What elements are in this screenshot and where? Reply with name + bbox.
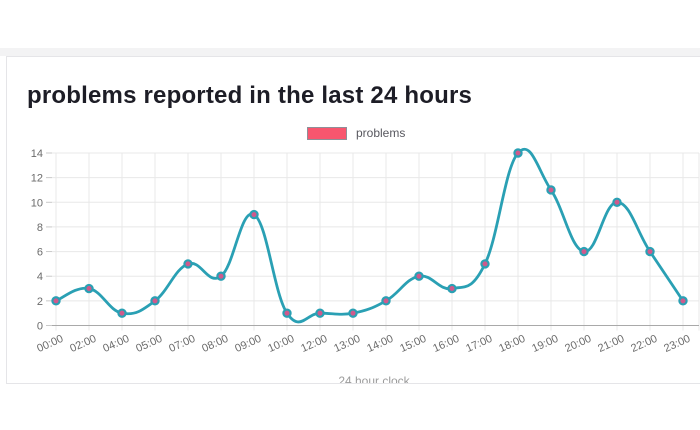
y-tick-label: 4 — [37, 271, 43, 283]
data-point[interactable] — [381, 296, 391, 306]
data-point[interactable] — [282, 308, 292, 318]
x-tick-label: 05:00 — [134, 333, 164, 355]
y-tick-label: 8 — [37, 222, 43, 234]
y-tick-label: 10 — [31, 197, 43, 209]
x-tick-label: 12:00 — [299, 333, 329, 355]
chart-card: problems reported in the last 24 hours p… — [6, 56, 700, 384]
y-tick-label: 2 — [37, 296, 43, 308]
x-tick-label: 22:00 — [629, 333, 659, 355]
data-point[interactable] — [183, 259, 193, 269]
x-tick-label: 09:00 — [233, 333, 263, 355]
x-tick-label: 08:00 — [200, 333, 230, 355]
data-point[interactable] — [348, 308, 358, 318]
problems-line — [54, 148, 685, 324]
x-tick-label: 19:00 — [530, 333, 560, 355]
x-tick-label: 21:00 — [596, 333, 626, 355]
x-tick-label: 02:00 — [68, 333, 98, 355]
x-tick-label: 13:00 — [332, 333, 362, 355]
data-point[interactable] — [84, 283, 94, 294]
data-point[interactable] — [645, 246, 655, 257]
x-tick-label: 18:00 — [497, 333, 527, 355]
data-point[interactable] — [447, 283, 457, 294]
data-point[interactable] — [117, 308, 127, 318]
data-point[interactable] — [579, 246, 589, 257]
data-point[interactable] — [612, 197, 622, 207]
legend-swatch-icon — [307, 126, 347, 140]
x-tick-label: 07:00 — [167, 333, 197, 355]
y-tick-label: 14 — [31, 148, 43, 160]
x-tick-label: 23:00 — [662, 333, 692, 355]
line-chart[interactable]: 0 2 4 6 8 10 12 14 00:00 02:00 04:00 05:00 07:00 08:0… — [7, 141, 700, 384]
x-tick-label: 14:00 — [365, 333, 395, 355]
y-tick-label: 12 — [31, 173, 43, 185]
data-point[interactable] — [216, 271, 226, 281]
data-point[interactable] — [480, 259, 490, 269]
data-point[interactable] — [546, 185, 556, 195]
data-point[interactable] — [150, 296, 160, 306]
data-point[interactable] — [513, 148, 523, 158]
y-tick-label: 0 — [37, 321, 43, 333]
legend-label: problems — [356, 126, 406, 140]
data-point[interactable] — [249, 209, 259, 220]
x-tick-label: 20:00 — [563, 333, 593, 355]
x-tick-label: 17:00 — [464, 333, 494, 355]
x-tick-label: 00:00 — [35, 333, 65, 355]
chart-title: problems reported in the last 24 hours — [27, 82, 473, 109]
page-top-band — [0, 48, 700, 56]
data-point[interactable] — [678, 296, 688, 306]
x-axis-title: 24 hour clock — [338, 374, 410, 384]
data-point[interactable] — [315, 308, 325, 318]
x-tick-label: 04:00 — [101, 333, 131, 355]
y-tick-label: 6 — [37, 247, 43, 259]
chart-legend[interactable]: problems — [307, 126, 405, 140]
x-tick-label: 10:00 — [266, 333, 296, 355]
data-point[interactable] — [51, 296, 61, 306]
data-point[interactable] — [414, 271, 424, 281]
x-tick-label: 16:00 — [431, 333, 461, 355]
x-tick-label: 15:00 — [398, 333, 428, 355]
